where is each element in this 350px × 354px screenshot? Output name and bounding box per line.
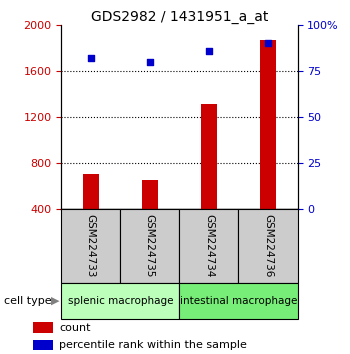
Bar: [180, 209, 238, 283]
Bar: [61, 283, 180, 319]
Point: [88, 55, 93, 61]
Bar: [201, 104, 217, 209]
Text: GSM224733: GSM224733: [86, 214, 96, 278]
Title: GDS2982 / 1431951_a_at: GDS2982 / 1431951_a_at: [91, 10, 268, 24]
Bar: [238, 209, 298, 283]
Bar: [180, 283, 298, 319]
Text: cell type: cell type: [4, 296, 51, 306]
Text: splenic macrophage: splenic macrophage: [68, 296, 173, 306]
Bar: [120, 209, 179, 283]
Text: GSM224734: GSM224734: [204, 214, 214, 278]
Bar: [83, 175, 99, 209]
Bar: [61, 209, 120, 283]
Text: ▶: ▶: [51, 296, 59, 306]
Text: GSM224736: GSM224736: [263, 214, 273, 278]
Bar: [141, 180, 158, 209]
Bar: [33, 340, 53, 350]
Point: [147, 59, 153, 64]
Text: percentile rank within the sample: percentile rank within the sample: [60, 340, 247, 350]
Text: intestinal macrophage: intestinal macrophage: [180, 296, 297, 306]
Point: [206, 48, 212, 53]
Text: count: count: [60, 323, 91, 333]
Text: GSM224735: GSM224735: [145, 214, 155, 278]
Bar: [33, 322, 53, 333]
Bar: [260, 40, 276, 209]
Point: [265, 40, 271, 46]
